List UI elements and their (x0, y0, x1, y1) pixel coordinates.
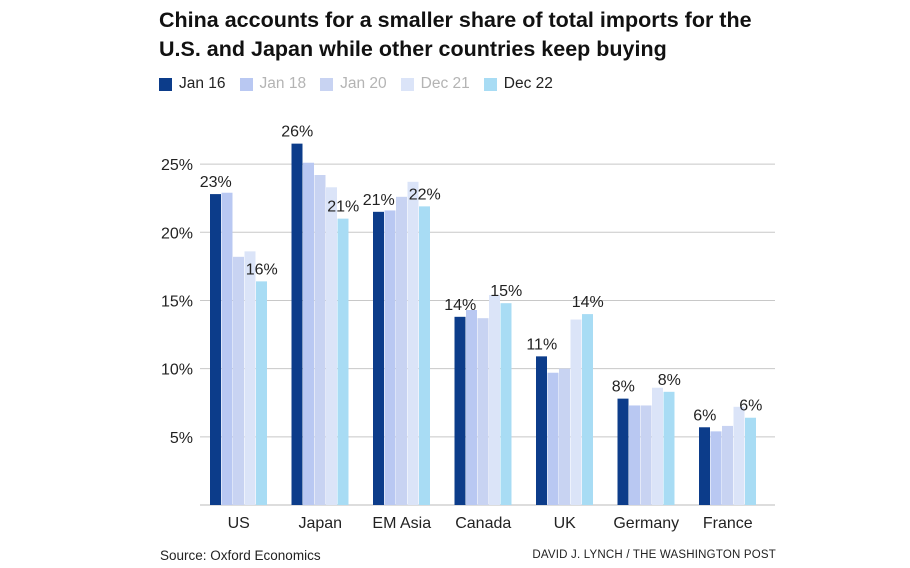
legend-swatch (159, 77, 172, 91)
x-tick-label: EM Asia (372, 515, 431, 532)
legend-label: Jan 18 (259, 75, 307, 92)
bar-germany-jan-20 (640, 405, 652, 505)
legend-item-dec22: Dec 22 (483, 75, 553, 93)
data-label: 6% (693, 407, 716, 424)
x-tick-label: US (228, 515, 250, 532)
data-label: 14% (572, 294, 604, 311)
y-tick-label: 15% (161, 293, 193, 310)
bar-france-jan-16 (699, 427, 710, 505)
bar-germany-dec-22 (663, 391, 675, 505)
bar-canada-dec-21 (489, 295, 500, 505)
source-note: Source: Oxford Economics (160, 548, 321, 563)
bar-em-asia-dec-22 (419, 206, 430, 505)
legend-swatch (239, 77, 253, 91)
data-label: 11% (526, 336, 557, 353)
legend: Jan 16 Jan 18 Jan 20 Dec 21 Dec 22 (159, 75, 567, 93)
bar-em-asia-dec-21 (407, 181, 419, 505)
legend-item-jan16: Jan 16 (159, 75, 226, 93)
x-tick-label: Germany (613, 515, 679, 532)
legend-item-jan18: Jan 18 (239, 75, 307, 93)
y-tick-label: 5% (170, 430, 193, 447)
bar-canada-jan-20 (477, 318, 489, 505)
data-label: 16% (246, 261, 278, 278)
y-tick-label: 10% (161, 362, 193, 379)
bar-uk-jan-18 (547, 372, 559, 505)
x-tick-label: Canada (455, 515, 511, 532)
data-label: 15% (490, 283, 522, 300)
bar-france-jan-18 (710, 431, 722, 505)
legend-item-dec21: Dec 21 (400, 75, 470, 93)
bar-uk-jan-16 (536, 356, 547, 505)
data-label: 21% (363, 192, 395, 209)
bar-japan-jan-16 (291, 143, 303, 506)
x-tick-label: France (703, 515, 753, 532)
bar-france-dec-22 (745, 417, 756, 505)
data-label: 8% (612, 379, 635, 396)
bar-em-asia-jan-18 (384, 210, 396, 506)
bar-us-dec-22 (256, 281, 267, 505)
y-tick-label: 25% (161, 157, 193, 174)
legend-label: Dec 21 (420, 75, 470, 92)
bar-germany-jan-16 (617, 398, 629, 505)
bar-japan-dec-22 (337, 218, 349, 506)
legend-label: Dec 22 (503, 75, 553, 92)
bar-canada-jan-16 (454, 316, 466, 505)
bar-france-dec-21 (733, 406, 745, 505)
legend-item-jan20: Jan 20 (320, 75, 387, 93)
data-label: 8% (658, 372, 681, 389)
data-label: 23% (200, 174, 232, 191)
bar-japan-jan-18 (303, 162, 314, 505)
bar-canada-jan-18 (466, 310, 477, 505)
bar-chart: 5% 10% 15% 20% 25% US Japan EM Asia Canada UK Germ… (161, 124, 775, 532)
legend-label: Jan 16 (179, 75, 226, 92)
bar-japan-jan-20 (314, 175, 326, 505)
data-label: 26% (281, 124, 313, 141)
bar-uk-dec-22 (582, 314, 593, 505)
y-tick-label: 20% (161, 225, 193, 242)
bar-canada-dec-22 (500, 303, 512, 505)
data-label: 21% (327, 199, 359, 216)
credit-line: DAVID J. LYNCH / THE WASHINGTON POST (532, 549, 776, 561)
bar-us-jan-16 (210, 194, 221, 505)
bar-em-asia-jan-20 (396, 196, 407, 505)
data-label: 14% (444, 297, 476, 314)
x-tick-label: Japan (298, 515, 342, 532)
legend-label: Jan 20 (340, 75, 387, 92)
bar-us-dec-21 (244, 251, 256, 505)
data-label: 22% (409, 186, 441, 203)
bar-us-jan-20 (233, 256, 244, 505)
legend-swatch (320, 77, 334, 91)
bar-japan-dec-21 (326, 187, 337, 506)
bar-germany-dec-21 (652, 387, 663, 505)
data-label: 6% (739, 398, 762, 415)
bar-uk-jan-20 (559, 368, 570, 505)
bar-em-asia-jan-16 (373, 211, 384, 505)
x-tick-label: UK (554, 515, 577, 532)
chart-title: China accounts for a smaller share of to… (159, 8, 752, 61)
legend-swatch (483, 77, 497, 91)
bar-us-jan-18 (221, 192, 233, 505)
bar-uk-dec-21 (570, 319, 582, 505)
legend-swatch (400, 77, 414, 91)
bar-france-jan-20 (722, 425, 733, 505)
bar-germany-jan-18 (629, 405, 640, 505)
